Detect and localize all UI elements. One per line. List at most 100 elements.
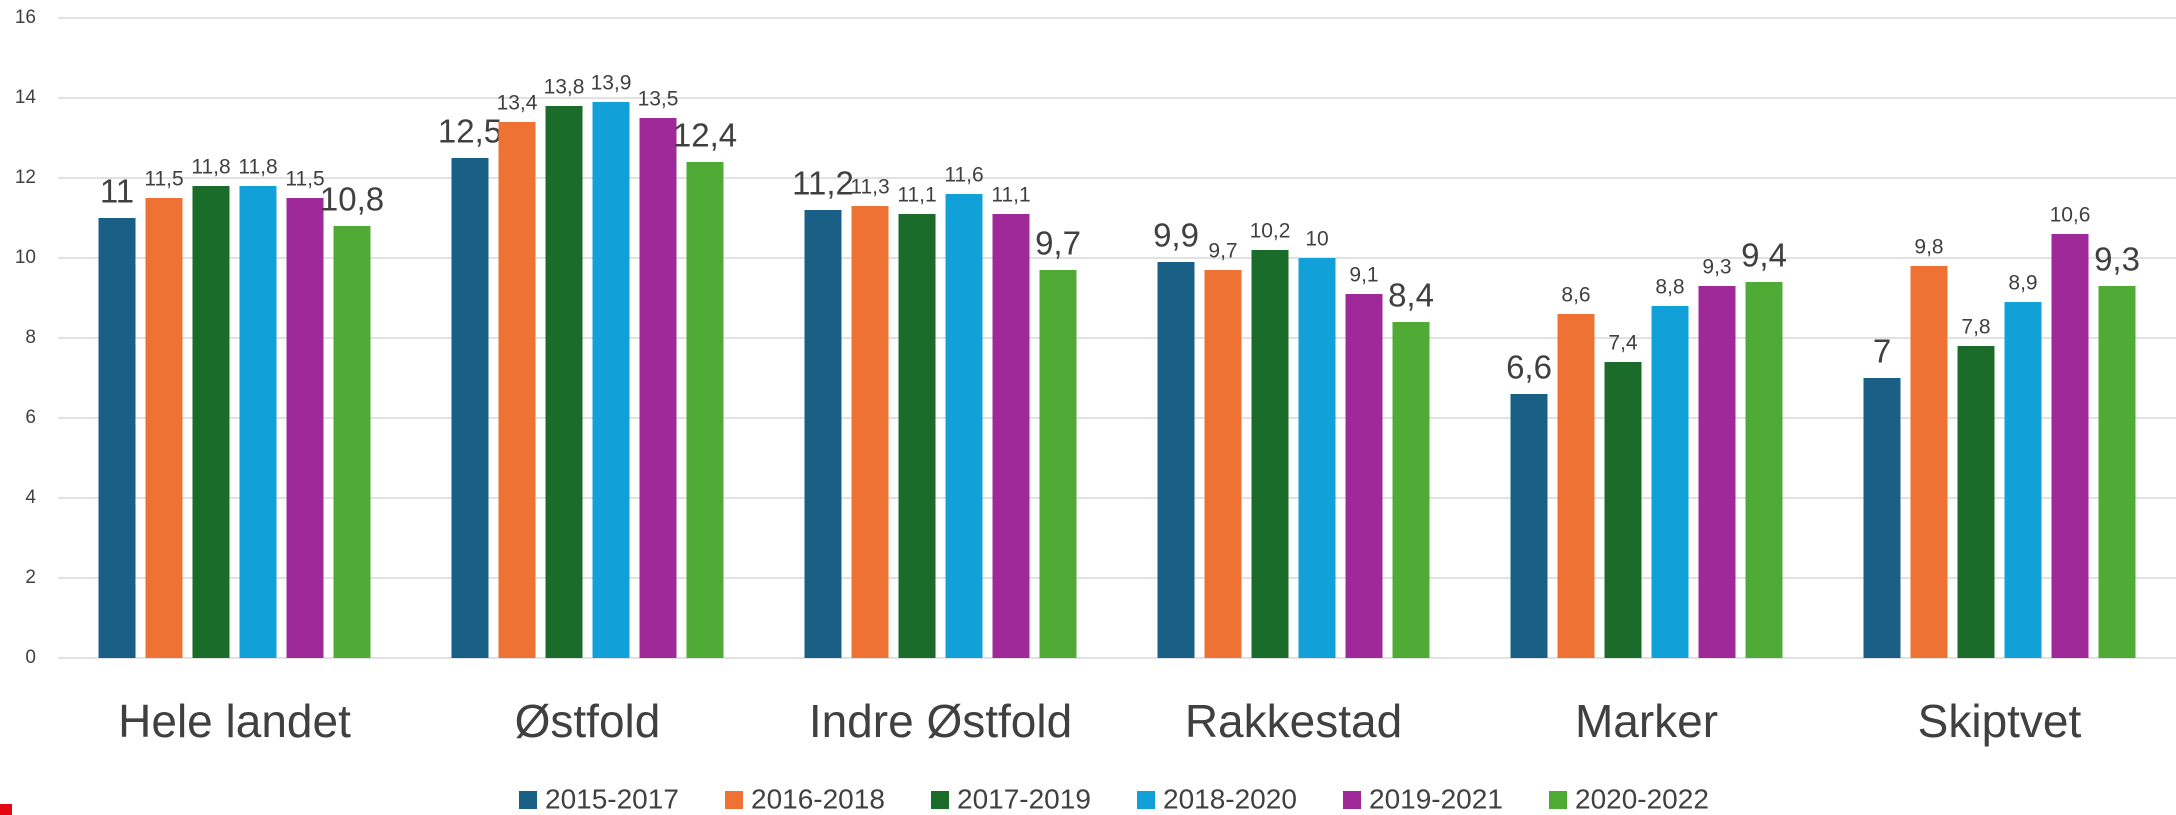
data-label: 8,8 <box>1655 276 1684 299</box>
bar <box>1745 282 1783 658</box>
y-tick-label: 16 <box>15 7 36 28</box>
bar <box>1557 314 1595 658</box>
legend-swatch <box>1549 791 1567 809</box>
data-label: 7,4 <box>1608 332 1638 355</box>
x-tick-label: Indre Østfold <box>809 695 1072 747</box>
data-label: 11,1 <box>897 184 936 207</box>
bar <box>333 226 371 658</box>
bar <box>1604 362 1642 658</box>
bar <box>1957 346 1995 658</box>
data-label: 11,8 <box>238 156 277 179</box>
bar <box>498 122 536 658</box>
y-tick-label: 10 <box>15 247 36 268</box>
legend-label: 2019-2021 <box>1369 783 1503 814</box>
data-label: 6,6 <box>1506 349 1552 386</box>
data-label: 11,6 <box>944 164 983 187</box>
data-label: 13,5 <box>638 88 679 111</box>
data-label: 9,3 <box>1702 256 1731 279</box>
bar <box>1157 262 1195 658</box>
data-label: 9,8 <box>1914 236 1943 259</box>
bar <box>239 186 277 658</box>
y-tick-label: 8 <box>25 327 36 348</box>
y-tick-label: 2 <box>25 567 36 588</box>
data-label: 9,3 <box>2094 241 2140 278</box>
legend-label: 2016-2018 <box>751 783 885 814</box>
data-label: 10,8 <box>320 181 384 218</box>
data-label: 11,3 <box>850 176 889 199</box>
bar <box>451 158 489 658</box>
x-tick-label: Skiptvet <box>1918 695 2082 747</box>
x-tick-label: Østfold <box>515 695 661 747</box>
data-label: 11,1 <box>991 184 1030 207</box>
data-label: 11 <box>100 173 134 210</box>
bar <box>1039 270 1077 658</box>
data-label: 9,9 <box>1153 217 1199 254</box>
bar <box>1510 394 1548 658</box>
legend-swatch <box>1137 791 1155 809</box>
legend-swatch <box>1343 791 1361 809</box>
data-label: 8,9 <box>2008 272 2037 295</box>
logo-fragment <box>0 804 12 815</box>
data-label: 13,4 <box>497 92 538 115</box>
data-label: 10,2 <box>1250 220 1291 243</box>
data-label: 10,6 <box>2050 204 2091 227</box>
data-label: 9,7 <box>1208 240 1237 263</box>
bar <box>1392 322 1430 658</box>
data-label: 7 <box>1873 333 1891 370</box>
data-label: 8,6 <box>1561 284 1590 307</box>
bar <box>1251 250 1289 658</box>
y-tick-label: 4 <box>25 487 36 508</box>
data-label: 8,4 <box>1388 277 1434 314</box>
y-tick-label: 14 <box>15 87 37 108</box>
bar <box>545 106 583 658</box>
data-label: 12,4 <box>673 117 737 154</box>
data-label: 9,1 <box>1349 264 1378 287</box>
data-label: 13,8 <box>544 76 585 99</box>
data-label: 9,4 <box>1741 237 1787 274</box>
legend-label: 2017-2019 <box>957 783 1091 814</box>
x-tick-label: Hele landet <box>118 695 351 747</box>
bar <box>2051 234 2089 658</box>
data-label: 7,8 <box>1961 316 1990 339</box>
bar <box>1698 286 1736 658</box>
bar <box>898 214 936 658</box>
data-label: 12,5 <box>438 113 502 150</box>
bar <box>1651 306 1689 658</box>
bar <box>804 210 842 658</box>
bar <box>686 162 724 658</box>
data-label: 9,7 <box>1035 225 1081 262</box>
y-tick-label: 6 <box>25 407 36 428</box>
data-label: 11,5 <box>144 168 183 191</box>
data-label: 11,2 <box>792 165 854 202</box>
legend-label: 2018-2020 <box>1163 783 1297 814</box>
bar <box>192 186 230 658</box>
bar <box>1298 258 1336 658</box>
bar <box>1204 270 1242 658</box>
bar <box>2098 286 2136 658</box>
bar <box>639 118 677 658</box>
data-label: 13,9 <box>591 72 632 95</box>
bar <box>592 102 630 658</box>
bar <box>945 194 983 658</box>
legend-swatch <box>519 791 537 809</box>
bar <box>851 206 889 658</box>
data-label: 11,5 <box>285 168 324 191</box>
y-tick-label: 12 <box>15 167 36 188</box>
data-label: 11,8 <box>191 156 230 179</box>
bar <box>992 214 1030 658</box>
bar <box>145 198 183 658</box>
y-tick-label: 0 <box>25 647 36 668</box>
legend-swatch <box>725 791 743 809</box>
bar <box>1863 378 1901 658</box>
legend-label: 2020-2022 <box>1575 783 1709 814</box>
x-tick-label: Rakkestad <box>1185 695 1402 747</box>
data-label: 10 <box>1305 228 1328 251</box>
bar <box>1345 294 1383 658</box>
x-tick-label: Marker <box>1575 695 1718 747</box>
legend-label: 2015-2017 <box>545 783 679 814</box>
bar <box>2004 302 2042 658</box>
bar <box>98 218 136 658</box>
bar <box>286 198 324 658</box>
legend-swatch <box>931 791 949 809</box>
